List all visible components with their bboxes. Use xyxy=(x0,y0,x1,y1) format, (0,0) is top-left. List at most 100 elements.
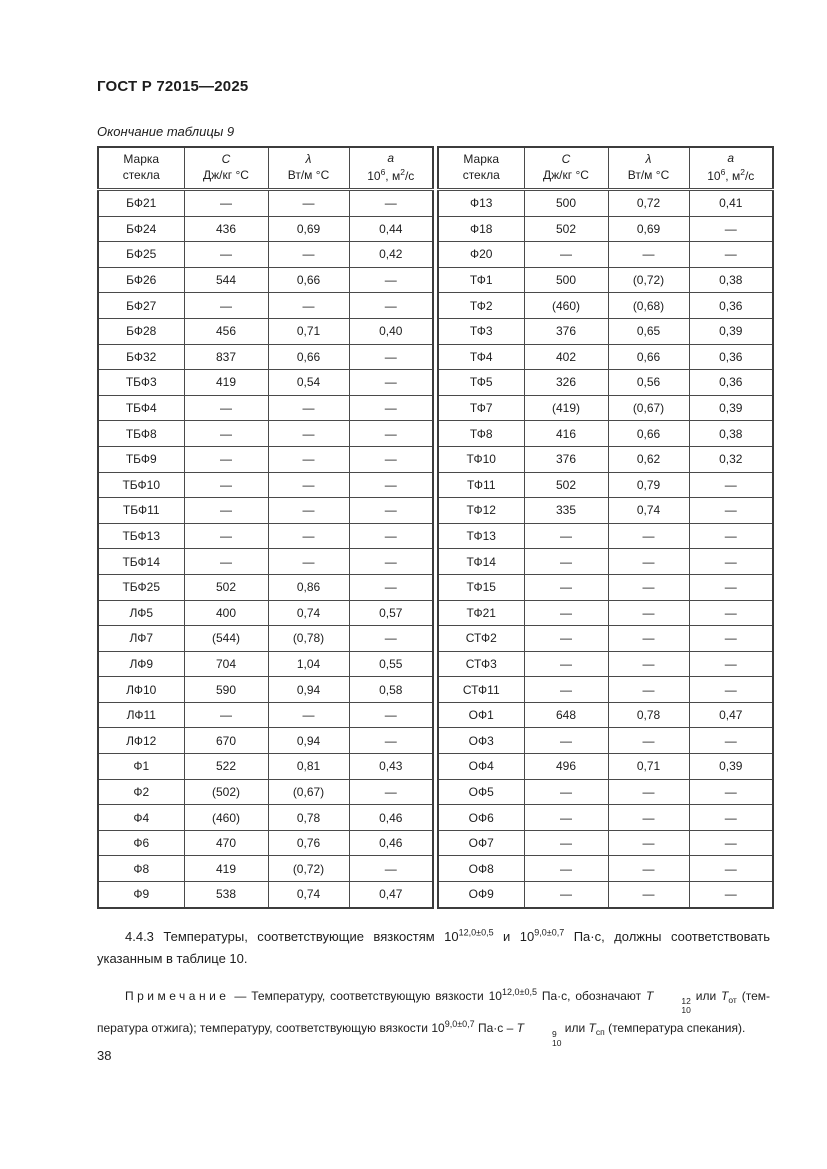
glass-mark-cell: СТФ3 xyxy=(437,650,525,678)
page-content: ГОСТ Р 72015—2025 Окончание таблицы 9 Ма… xyxy=(97,78,774,1048)
value-cell: (0,72) xyxy=(607,266,690,294)
value-cell: — xyxy=(607,778,690,806)
value-cell: — xyxy=(688,548,774,575)
value-cell: — xyxy=(183,497,269,524)
table-row: ТФ21— — — xyxy=(437,599,774,627)
value-cell: — xyxy=(348,471,434,499)
glass-mark-cell: ТБФ4 xyxy=(97,394,185,422)
subscript: от xyxy=(728,994,737,1005)
value-cell: — xyxy=(523,599,609,627)
table-row: ТФ11 502 0,79— xyxy=(437,471,774,499)
value-cell: (0,67) xyxy=(267,778,350,806)
table-row: ТФ10 376 0,62 0,32 xyxy=(437,445,774,473)
glass-mark-cell: Ф18 xyxy=(437,215,525,243)
value-cell: (419) xyxy=(523,394,609,422)
table-row: ОФ9— — — xyxy=(437,881,774,909)
header-line: , м xyxy=(385,169,401,183)
value-cell: 704 xyxy=(183,650,269,678)
table-row: БФ24 436 0,69 0,44 xyxy=(97,215,434,243)
text-fragment: Температуру, соответствующую вязкости 10 xyxy=(251,988,502,1003)
glass-mark-cell: ОФ5 xyxy=(437,778,525,806)
glass-mark-cell: ТБФ3 xyxy=(97,369,185,396)
value-cell: — xyxy=(348,420,434,447)
glass-mark-cell: ОФ3 xyxy=(437,727,525,755)
value-cell: — xyxy=(688,471,774,499)
value-cell: 0,74 xyxy=(267,599,350,627)
table-row: ТФ7 (419) (0,67) 0,39 xyxy=(437,394,774,422)
value-cell: — xyxy=(348,855,434,883)
value-cell: — xyxy=(183,241,269,268)
value-cell: — xyxy=(607,573,690,601)
value-cell: — xyxy=(348,292,434,319)
glass-mark-cell: ТФ15 xyxy=(437,573,525,601)
value-cell: — xyxy=(607,804,690,831)
value-cell: 0,74 xyxy=(607,497,690,524)
value-cell: — xyxy=(688,881,774,909)
value-cell: 0,66 xyxy=(267,266,350,294)
value-cell: — xyxy=(607,548,690,575)
value-cell: — xyxy=(523,625,609,652)
table-row: ТФ3 376 0,65 0,39 xyxy=(437,317,774,345)
value-cell: — xyxy=(348,522,434,550)
glass-mark-cell: Ф6 xyxy=(97,829,185,857)
glass-mark-cell: Ф4 xyxy=(97,804,185,831)
value-cell: 0,57 xyxy=(348,599,434,627)
superscript: 2 xyxy=(740,167,745,177)
value-cell: — xyxy=(267,420,350,447)
text-fragment: или xyxy=(690,988,722,1003)
glass-mark-cell: ЛФ11 xyxy=(97,701,185,729)
table-row: ОФ4 496 0,71 0,39 xyxy=(437,753,774,780)
table-row: Ф8 419 (0,72) — xyxy=(97,855,434,883)
superscript: 9,0±0,7 xyxy=(534,927,565,938)
glass-mark-cell: ТБФ8 xyxy=(97,420,185,447)
table-row: СТФ3— — — xyxy=(437,650,774,678)
table-row: Ф2 (502) (0,67) — xyxy=(97,778,434,806)
header-line: Дж/кг °С xyxy=(543,168,589,182)
text-fragment: (тем­пература отжига); температуру, соот… xyxy=(97,988,770,1036)
text-fragment: 4.4.3 Температуры, соответствующие вязко… xyxy=(125,928,459,944)
superscript: 6 xyxy=(380,167,386,177)
viscosity-notation: 12 10 xyxy=(653,997,690,1015)
table-row: ОФ5— — — xyxy=(437,778,774,806)
header-line: Марка xyxy=(463,152,500,167)
glass-mark-cell: ЛФ7 xyxy=(97,625,185,652)
table-row: ТБФ8— — — xyxy=(97,420,434,447)
value-cell: 0,36 xyxy=(688,292,774,319)
value-cell: 0,47 xyxy=(688,701,774,729)
superscript: 12 xyxy=(681,996,691,1007)
table-row: ОФ6— — — xyxy=(437,804,774,831)
header-line: /с xyxy=(744,169,755,183)
value-cell: 670 xyxy=(183,727,269,755)
table-row: ТБФ10— — — xyxy=(97,471,434,499)
value-cell: 0,36 xyxy=(688,369,774,396)
value-cell: — xyxy=(348,701,434,729)
superscript: 9,0±0,7 xyxy=(444,1019,475,1030)
table-row: ТБФ13— — — xyxy=(97,522,434,550)
value-cell: 0,40 xyxy=(348,317,434,345)
glass-mark-cell: ЛФ5 xyxy=(97,599,185,627)
value-cell: — xyxy=(523,241,609,268)
table-left-body: БФ21— — — БФ24 436 0,69 0,44 БФ25— —0,42 БФ26 544 0… xyxy=(97,189,434,909)
text-fragment: и 10 xyxy=(493,928,535,944)
note-paragraph: Примечание — Температуру, соответствующу… xyxy=(97,983,770,1048)
value-cell: 648 xyxy=(523,701,609,729)
col-header-mark: Марка стекла xyxy=(437,146,525,191)
temperature-symbol: T xyxy=(588,1021,596,1036)
table-row: Ф1 522 0,81 0,43 xyxy=(97,753,434,780)
glass-mark-cell: ЛФ9 xyxy=(97,650,185,678)
paragraph-4-4-3: 4.4.3 Температуры, соответствующие вязко… xyxy=(97,926,770,970)
value-cell: — xyxy=(523,727,609,755)
table-row: Ф13 500 0,72 0,41 xyxy=(437,189,774,217)
value-cell: — xyxy=(348,189,434,217)
value-cell: 416 xyxy=(523,420,609,447)
viscosity-notation: 9 10 xyxy=(524,1029,561,1048)
value-cell: 470 xyxy=(183,829,269,857)
value-cell: 522 xyxy=(183,753,269,780)
value-cell: 502 xyxy=(523,471,609,499)
header-line: С xyxy=(221,152,231,167)
superscript: 2 xyxy=(400,167,405,177)
value-cell: 502 xyxy=(523,215,609,243)
value-cell: — xyxy=(523,650,609,678)
value-cell: 0,71 xyxy=(607,753,690,780)
value-cell: — xyxy=(183,445,269,473)
